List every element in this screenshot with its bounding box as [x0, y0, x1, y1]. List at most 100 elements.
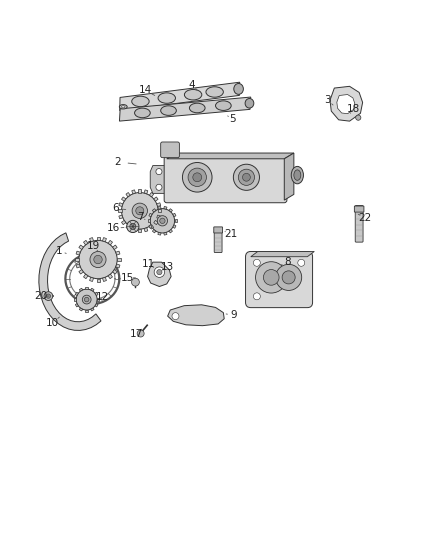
Circle shape: [76, 289, 97, 310]
Text: 14: 14: [138, 85, 152, 95]
Polygon shape: [74, 298, 76, 301]
Circle shape: [233, 164, 259, 190]
Polygon shape: [158, 206, 161, 209]
Polygon shape: [102, 238, 106, 242]
Polygon shape: [158, 209, 161, 212]
Circle shape: [156, 184, 162, 190]
Circle shape: [79, 240, 117, 279]
Circle shape: [130, 223, 136, 230]
Polygon shape: [138, 189, 141, 192]
Polygon shape: [149, 225, 152, 228]
Polygon shape: [90, 277, 94, 281]
Polygon shape: [95, 292, 98, 295]
Polygon shape: [39, 233, 101, 330]
Polygon shape: [91, 288, 94, 291]
Polygon shape: [169, 209, 173, 212]
Circle shape: [156, 168, 162, 175]
Ellipse shape: [121, 106, 125, 108]
Polygon shape: [116, 251, 120, 255]
Polygon shape: [149, 192, 154, 197]
Polygon shape: [113, 270, 117, 274]
Polygon shape: [144, 190, 148, 194]
Polygon shape: [76, 264, 80, 268]
Polygon shape: [79, 270, 83, 274]
Polygon shape: [118, 209, 121, 212]
Circle shape: [298, 260, 305, 266]
Circle shape: [82, 295, 91, 304]
Polygon shape: [108, 274, 113, 279]
FancyBboxPatch shape: [355, 206, 363, 242]
Ellipse shape: [234, 84, 244, 94]
Circle shape: [253, 293, 260, 300]
Polygon shape: [121, 197, 126, 201]
Polygon shape: [284, 153, 294, 200]
Polygon shape: [96, 279, 99, 282]
Circle shape: [282, 271, 295, 284]
Polygon shape: [173, 213, 176, 217]
Polygon shape: [119, 203, 123, 206]
Polygon shape: [75, 304, 78, 307]
Polygon shape: [132, 228, 135, 232]
Polygon shape: [119, 215, 123, 219]
Ellipse shape: [206, 87, 223, 97]
Ellipse shape: [161, 106, 177, 115]
Polygon shape: [79, 245, 83, 249]
Circle shape: [127, 220, 139, 232]
Text: 11: 11: [142, 259, 155, 269]
Polygon shape: [90, 238, 94, 242]
Circle shape: [356, 115, 361, 120]
Ellipse shape: [184, 90, 202, 100]
Circle shape: [188, 168, 206, 187]
Polygon shape: [132, 190, 135, 194]
Polygon shape: [97, 298, 99, 301]
Text: 20: 20: [34, 291, 47, 301]
Ellipse shape: [132, 96, 149, 107]
Polygon shape: [175, 220, 177, 222]
Polygon shape: [148, 220, 150, 222]
Polygon shape: [330, 86, 363, 121]
Text: 8: 8: [284, 257, 291, 267]
Circle shape: [157, 216, 168, 226]
Text: 12: 12: [96, 292, 109, 302]
Polygon shape: [102, 277, 106, 281]
Polygon shape: [149, 213, 152, 217]
Circle shape: [136, 207, 144, 215]
Polygon shape: [337, 94, 355, 114]
Polygon shape: [95, 304, 98, 307]
Polygon shape: [75, 258, 79, 261]
Polygon shape: [157, 215, 161, 219]
Text: 16: 16: [107, 223, 120, 233]
Text: 17: 17: [130, 329, 143, 340]
Polygon shape: [76, 251, 80, 255]
Polygon shape: [121, 220, 126, 224]
Text: 7: 7: [138, 212, 144, 222]
Circle shape: [255, 262, 287, 293]
Polygon shape: [158, 232, 161, 235]
Polygon shape: [126, 225, 130, 229]
Text: 15: 15: [121, 273, 134, 283]
Polygon shape: [108, 240, 113, 245]
Polygon shape: [164, 232, 167, 235]
Circle shape: [276, 264, 302, 290]
Polygon shape: [85, 287, 88, 289]
Polygon shape: [144, 228, 148, 232]
Polygon shape: [150, 166, 167, 193]
Circle shape: [132, 203, 148, 219]
FancyBboxPatch shape: [161, 142, 180, 158]
Ellipse shape: [119, 104, 127, 109]
Polygon shape: [154, 197, 158, 201]
Polygon shape: [152, 209, 156, 212]
Circle shape: [183, 163, 212, 192]
Circle shape: [85, 297, 89, 302]
FancyBboxPatch shape: [354, 206, 364, 212]
FancyBboxPatch shape: [246, 252, 313, 308]
Circle shape: [46, 294, 50, 298]
Text: 19: 19: [87, 241, 100, 252]
Circle shape: [150, 208, 175, 233]
Polygon shape: [169, 230, 173, 233]
Polygon shape: [168, 305, 224, 326]
Circle shape: [253, 260, 260, 266]
Polygon shape: [84, 240, 88, 245]
Circle shape: [131, 278, 139, 286]
Circle shape: [90, 252, 106, 268]
